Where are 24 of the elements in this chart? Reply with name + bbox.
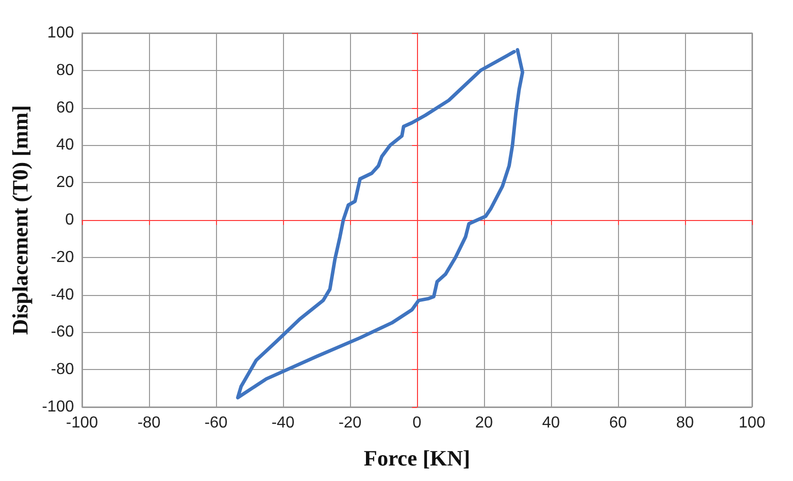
y-axis-title: Displacement (T0) [mm] (8, 105, 33, 335)
x-tick-label: -80 (137, 414, 161, 432)
x-tick-label: -20 (338, 414, 362, 432)
line-series (236, 48, 524, 400)
x-tick-label: 20 (475, 414, 493, 432)
x-tick-label: -40 (271, 414, 295, 432)
y-tick-label: 40 (56, 136, 74, 154)
x-tick-label: 100 (738, 414, 766, 432)
y-tick-label: 60 (56, 99, 74, 116)
x-tick-label: 0 (412, 414, 422, 432)
y-tick-label: -80 (50, 361, 74, 378)
x-tick-label: 60 (609, 414, 627, 432)
y-tick-label: -60 (50, 324, 74, 341)
y-tick-label: -20 (50, 248, 74, 266)
y-tick-label: 0 (65, 212, 74, 228)
x-tick-label: 80 (676, 414, 694, 432)
y-tick-label: 100 (47, 24, 74, 42)
x-tick-label: 40 (542, 414, 560, 432)
y-tick-label: -40 (50, 286, 74, 304)
x-tick-label: -60 (204, 414, 228, 432)
y-tick-label: -100 (42, 398, 74, 416)
x-axis-title: Force [KN] (364, 446, 470, 470)
y-tick-label: 80 (56, 62, 74, 79)
y-tick-label: 20 (56, 174, 74, 192)
